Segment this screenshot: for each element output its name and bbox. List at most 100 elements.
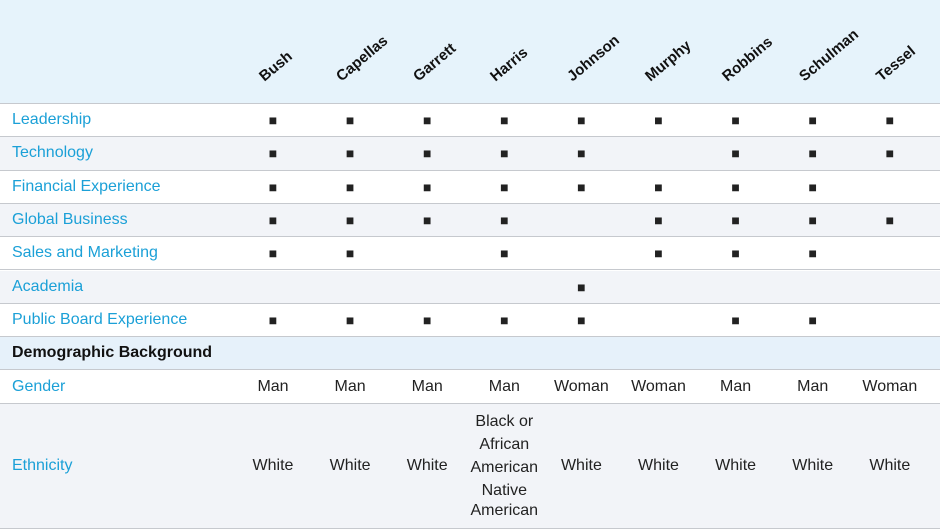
cell-text: ■ (422, 178, 432, 195)
table-cell: ■ (774, 304, 851, 336)
cell-text: ■ (500, 145, 509, 162)
table-cell: ■ (543, 137, 620, 169)
table-row (0, 137, 940, 171)
cell-text: Man (257, 377, 289, 395)
table-cell: ■ (697, 104, 774, 136)
cell-text: Woman (553, 377, 609, 395)
row-label: Leadership (12, 111, 92, 129)
table-cell: Woman (543, 370, 620, 402)
table-cell: ■ (389, 204, 466, 236)
table-cell: ■ (466, 171, 543, 203)
table-row (0, 304, 940, 338)
table-cell: ■ (312, 304, 389, 336)
cell-text: ■ (577, 112, 586, 129)
table-cell: White (543, 404, 620, 528)
table-cell: ■ (543, 304, 620, 336)
cell-text: White (329, 456, 371, 474)
table-cell: Man (774, 370, 851, 402)
table-cell: ■ (697, 237, 774, 269)
cell-text: ■ (268, 112, 278, 129)
table-cell: Man (466, 370, 543, 402)
cell-text: ■ (268, 245, 278, 262)
table-cell: ■ (235, 204, 312, 236)
table-cell: ■ (697, 171, 774, 203)
table-cell: ■ (774, 137, 851, 169)
row-label: Gender (12, 377, 66, 395)
cell-text: ■ (268, 212, 278, 229)
table-cell: ■ (312, 237, 389, 269)
cell-text: ■ (577, 311, 586, 328)
cell-text: ■ (654, 245, 663, 262)
table-cell: ■ (389, 304, 466, 336)
cell-text: ■ (500, 245, 509, 262)
table-cell: Man (389, 370, 466, 402)
table-cell: Woman (620, 370, 697, 402)
table-cell: ■ (312, 204, 389, 236)
table-cell: White (697, 404, 774, 528)
cell-text: ■ (654, 112, 663, 129)
table-cell: ■ (774, 204, 851, 236)
table-cell: ■ (466, 104, 543, 136)
table-cell: ■ (543, 171, 620, 203)
table-row (0, 237, 940, 271)
table-row (0, 203, 940, 238)
section-row (0, 337, 940, 371)
cell-text: Man (334, 377, 366, 395)
table-cell: ■ (235, 237, 312, 269)
cell-text: Man (488, 377, 520, 395)
table-cell: Man (312, 370, 389, 402)
cell-text: ■ (268, 178, 278, 195)
cell-text: ■ (808, 112, 817, 129)
row-label: Public Board Experience (12, 310, 188, 328)
cell-text: ■ (500, 178, 509, 195)
row-label: Global Business (12, 211, 128, 229)
table-cell: ■ (620, 204, 697, 236)
row-label: Sales and Marketing (12, 244, 158, 262)
table-cell: ■ (851, 137, 928, 169)
table-cell: ■ (466, 304, 543, 336)
row-label: Technology (12, 144, 93, 162)
table-cell: ■ (235, 304, 312, 336)
table-row (0, 171, 940, 204)
table-cell: ■ (543, 271, 620, 303)
table-cell: ■ (312, 171, 389, 203)
table-cell: White (389, 404, 466, 528)
cell-text: ■ (500, 212, 509, 229)
cell-text: White (252, 456, 294, 474)
cell-text: ■ (500, 112, 509, 129)
table-cell: White (851, 404, 928, 528)
cell-text: ■ (422, 311, 432, 328)
cell-text: ■ (731, 112, 740, 129)
table-cell: Woman (851, 370, 928, 402)
cell-text: Man (797, 377, 829, 395)
table-cell: Man (235, 370, 312, 402)
cell-text: ■ (345, 145, 355, 162)
row-label: Financial Experience (12, 177, 161, 195)
cell-text: ■ (345, 245, 355, 262)
cell-text: Woman (862, 377, 918, 395)
table-cell: ■ (543, 104, 620, 136)
table-row (0, 104, 940, 138)
cell-text: White (638, 456, 679, 474)
cell-text: ■ (808, 178, 817, 195)
cell-text: ■ (808, 311, 817, 328)
table-cell: ■ (851, 104, 928, 136)
cell-text: White (715, 456, 757, 474)
cell-text: ■ (654, 212, 663, 229)
table-row (0, 403, 940, 529)
cell-text: ■ (885, 212, 895, 229)
cell-text: Man (720, 377, 752, 395)
table-cell: Man (697, 370, 774, 402)
table-row (0, 370, 940, 404)
cell-text: ■ (731, 212, 740, 229)
table-cell: ■ (235, 137, 312, 169)
table-cell: Black or African American Native American (466, 404, 543, 528)
table-cell: ■ (620, 171, 697, 203)
table-cell: ■ (466, 237, 543, 269)
cell-text: ■ (731, 145, 740, 162)
cell-text: Black or African American (470, 413, 539, 477)
cell-text: ■ (654, 178, 663, 195)
cell-text: Man (411, 377, 443, 395)
table-cell: ■ (774, 171, 851, 203)
